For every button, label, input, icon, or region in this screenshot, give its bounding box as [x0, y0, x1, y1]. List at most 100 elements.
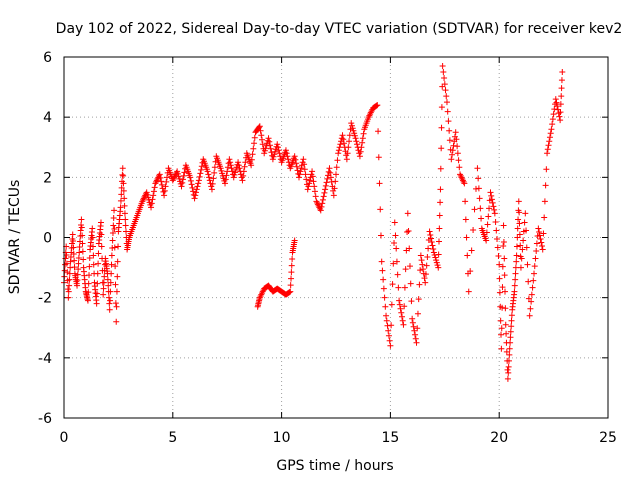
data-point [79, 248, 86, 255]
data-point [532, 255, 539, 262]
x-axis-label: GPS time / hours [276, 458, 393, 474]
chart-title: Day 102 of 2022, Sidereal Day-to-day VTE… [56, 21, 623, 37]
data-point [176, 175, 183, 182]
data-point [491, 206, 498, 213]
data-point [526, 312, 533, 319]
data-point [163, 178, 170, 185]
data-point [108, 261, 115, 268]
data-point [267, 145, 274, 152]
data-point [105, 282, 112, 289]
data-point [353, 138, 360, 145]
data-point [434, 262, 441, 269]
data-point [322, 186, 329, 193]
data-point [218, 167, 225, 174]
data-point [322, 182, 329, 189]
data-point [118, 191, 125, 198]
data-point [514, 234, 521, 241]
data-point [108, 270, 115, 277]
data-point [63, 260, 70, 267]
data-point [112, 281, 119, 288]
data-point [188, 181, 195, 188]
data-point [465, 288, 472, 295]
data-point [209, 180, 216, 187]
data-point [85, 289, 92, 296]
data-point [333, 171, 339, 178]
data-point [258, 132, 265, 139]
data-point [240, 168, 247, 175]
data-point [106, 306, 113, 313]
data-point [86, 272, 93, 279]
data-point [433, 259, 440, 266]
data-point [414, 325, 421, 332]
data-point [112, 263, 119, 270]
data-point [121, 195, 128, 202]
data-point [388, 322, 395, 329]
data-point [536, 228, 543, 235]
data-point [327, 174, 334, 181]
data-point [404, 210, 411, 217]
data-point [390, 260, 397, 267]
data-point [448, 156, 455, 163]
data-point [110, 214, 117, 221]
data-point [78, 221, 85, 228]
data-point [435, 238, 442, 245]
data-point [222, 176, 229, 183]
data-point [408, 298, 415, 305]
data-point [160, 188, 167, 195]
data-point [486, 205, 493, 212]
data-point [174, 170, 181, 177]
data-point [557, 101, 564, 108]
data-point [396, 301, 403, 308]
data-point [357, 148, 364, 155]
data-point [492, 218, 499, 225]
data-point [380, 285, 387, 292]
data-point [409, 315, 416, 322]
data-point [415, 296, 422, 303]
data-point [241, 163, 248, 170]
data-point [120, 187, 127, 194]
data-point [288, 275, 295, 282]
data-point [309, 173, 316, 180]
data-point [105, 294, 112, 301]
data-point [288, 262, 295, 269]
plot-frame [63, 56, 609, 419]
data-point [419, 261, 426, 268]
data-point [114, 273, 121, 280]
data-point [223, 172, 230, 179]
data-point [282, 147, 289, 154]
data-point [446, 127, 453, 134]
data-point [104, 276, 111, 283]
data-point [219, 170, 226, 177]
data-point [496, 275, 503, 282]
data-point [206, 174, 213, 181]
data-point [502, 321, 509, 328]
data-point [483, 237, 490, 244]
data-point [227, 162, 234, 169]
data-point [107, 288, 114, 295]
data-point [375, 128, 382, 135]
data-point [557, 109, 564, 116]
data-point [470, 226, 477, 233]
data-point [231, 171, 238, 178]
data-point [340, 140, 347, 147]
data-point [324, 175, 331, 182]
data-point [97, 219, 104, 226]
data-point [441, 81, 448, 88]
data-point [518, 255, 525, 262]
data-point [343, 156, 350, 163]
data-point [354, 141, 361, 148]
data-point [404, 228, 411, 235]
data-point [84, 297, 91, 304]
data-point [393, 245, 400, 252]
data-point [95, 260, 102, 267]
data-point [148, 204, 155, 211]
data-point [388, 301, 395, 308]
data-point [256, 124, 263, 131]
data-point [488, 196, 495, 203]
data-point [296, 171, 303, 178]
data-point [505, 369, 512, 376]
data-point [455, 157, 462, 164]
data-point [452, 129, 459, 136]
data-point [284, 153, 291, 160]
